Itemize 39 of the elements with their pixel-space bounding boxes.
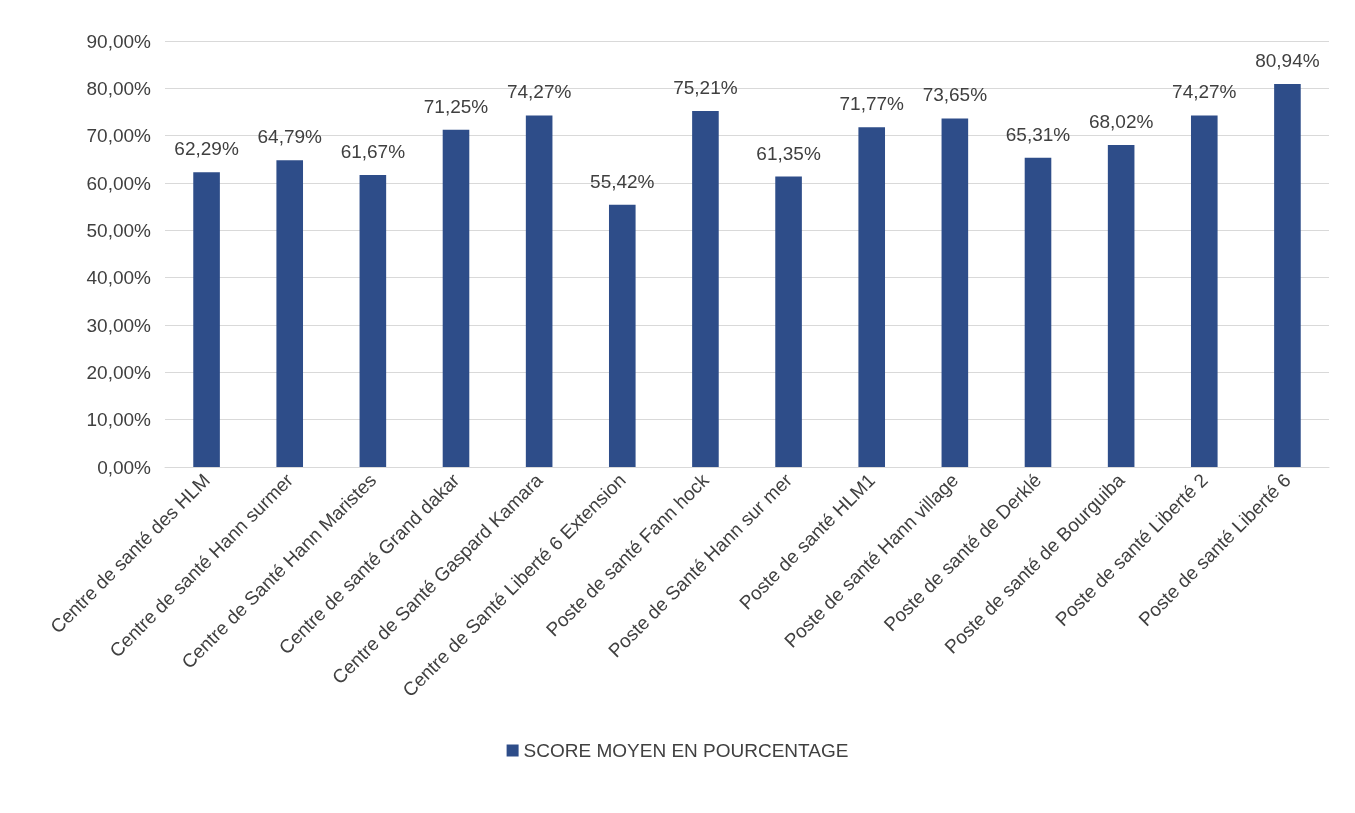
data-label: 61,35%	[756, 142, 821, 164]
data-label: 55,42%	[590, 170, 655, 192]
bar	[858, 127, 886, 467]
y-tick-label: 90,00%	[86, 30, 152, 52]
y-tick-label: 60,00%	[86, 172, 152, 194]
legend-label: SCORE MOYEN EN POURCENTAGE	[523, 740, 849, 761]
bar	[1024, 157, 1052, 467]
y-tick-label: 80,00%	[86, 77, 152, 99]
y-tick-label: 50,00%	[86, 219, 152, 241]
data-label: 73,65%	[922, 84, 988, 106]
data-label: 71,77%	[839, 93, 905, 115]
bar	[692, 111, 719, 467]
bar	[1107, 145, 1135, 467]
data-label: 80,94%	[1255, 49, 1320, 71]
bar	[359, 175, 387, 467]
bar	[193, 172, 220, 467]
bar	[775, 176, 802, 467]
data-label: 74,27%	[506, 81, 572, 103]
data-label: 64,79%	[257, 126, 323, 148]
data-label: 62,29%	[174, 138, 239, 160]
data-label: 61,67%	[340, 141, 406, 163]
y-tick-label: 70,00%	[86, 125, 152, 147]
y-tick-label: 10,00%	[86, 409, 152, 431]
bar	[276, 160, 304, 467]
data-label: 68,02%	[1088, 111, 1154, 133]
y-tick-label: 30,00%	[86, 314, 152, 336]
y-tick-label: 40,00%	[86, 267, 152, 289]
bar	[608, 204, 636, 467]
y-tick-label: 20,00%	[86, 361, 152, 383]
data-label: 75,21%	[673, 77, 738, 99]
bar	[941, 118, 969, 467]
bar	[1190, 115, 1218, 467]
bar	[525, 115, 553, 467]
data-label: 71,25%	[423, 95, 489, 117]
bar	[1274, 83, 1301, 467]
data-label: 74,27%	[1172, 81, 1237, 103]
y-tick-label: 0,00%	[97, 456, 152, 478]
bar	[442, 129, 470, 467]
data-label: 65,31%	[1005, 123, 1071, 145]
